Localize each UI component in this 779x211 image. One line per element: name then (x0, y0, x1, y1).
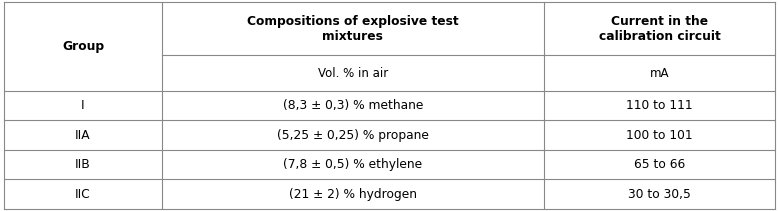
Text: IIA: IIA (75, 129, 91, 142)
Text: 65 to 66: 65 to 66 (634, 158, 685, 171)
Text: IIC: IIC (75, 188, 91, 201)
Text: Group: Group (62, 40, 104, 53)
Text: IIB: IIB (75, 158, 91, 171)
Text: Compositions of explosive test
mixtures: Compositions of explosive test mixtures (247, 15, 459, 43)
Text: 100 to 101: 100 to 101 (626, 129, 693, 142)
Text: 110 to 111: 110 to 111 (626, 99, 693, 112)
Text: (21 ± 2) % hydrogen: (21 ± 2) % hydrogen (289, 188, 417, 201)
Text: Current in the
calibration circuit: Current in the calibration circuit (598, 15, 721, 43)
Text: 30 to 30,5: 30 to 30,5 (628, 188, 691, 201)
Text: (5,25 ± 0,25) % propane: (5,25 ± 0,25) % propane (277, 129, 428, 142)
Text: I: I (81, 99, 85, 112)
Text: Vol. % in air: Vol. % in air (318, 67, 388, 80)
Text: (7,8 ± 0,5) % ethylene: (7,8 ± 0,5) % ethylene (284, 158, 422, 171)
Text: (8,3 ± 0,3) % methane: (8,3 ± 0,3) % methane (283, 99, 423, 112)
Text: mA: mA (650, 67, 669, 80)
